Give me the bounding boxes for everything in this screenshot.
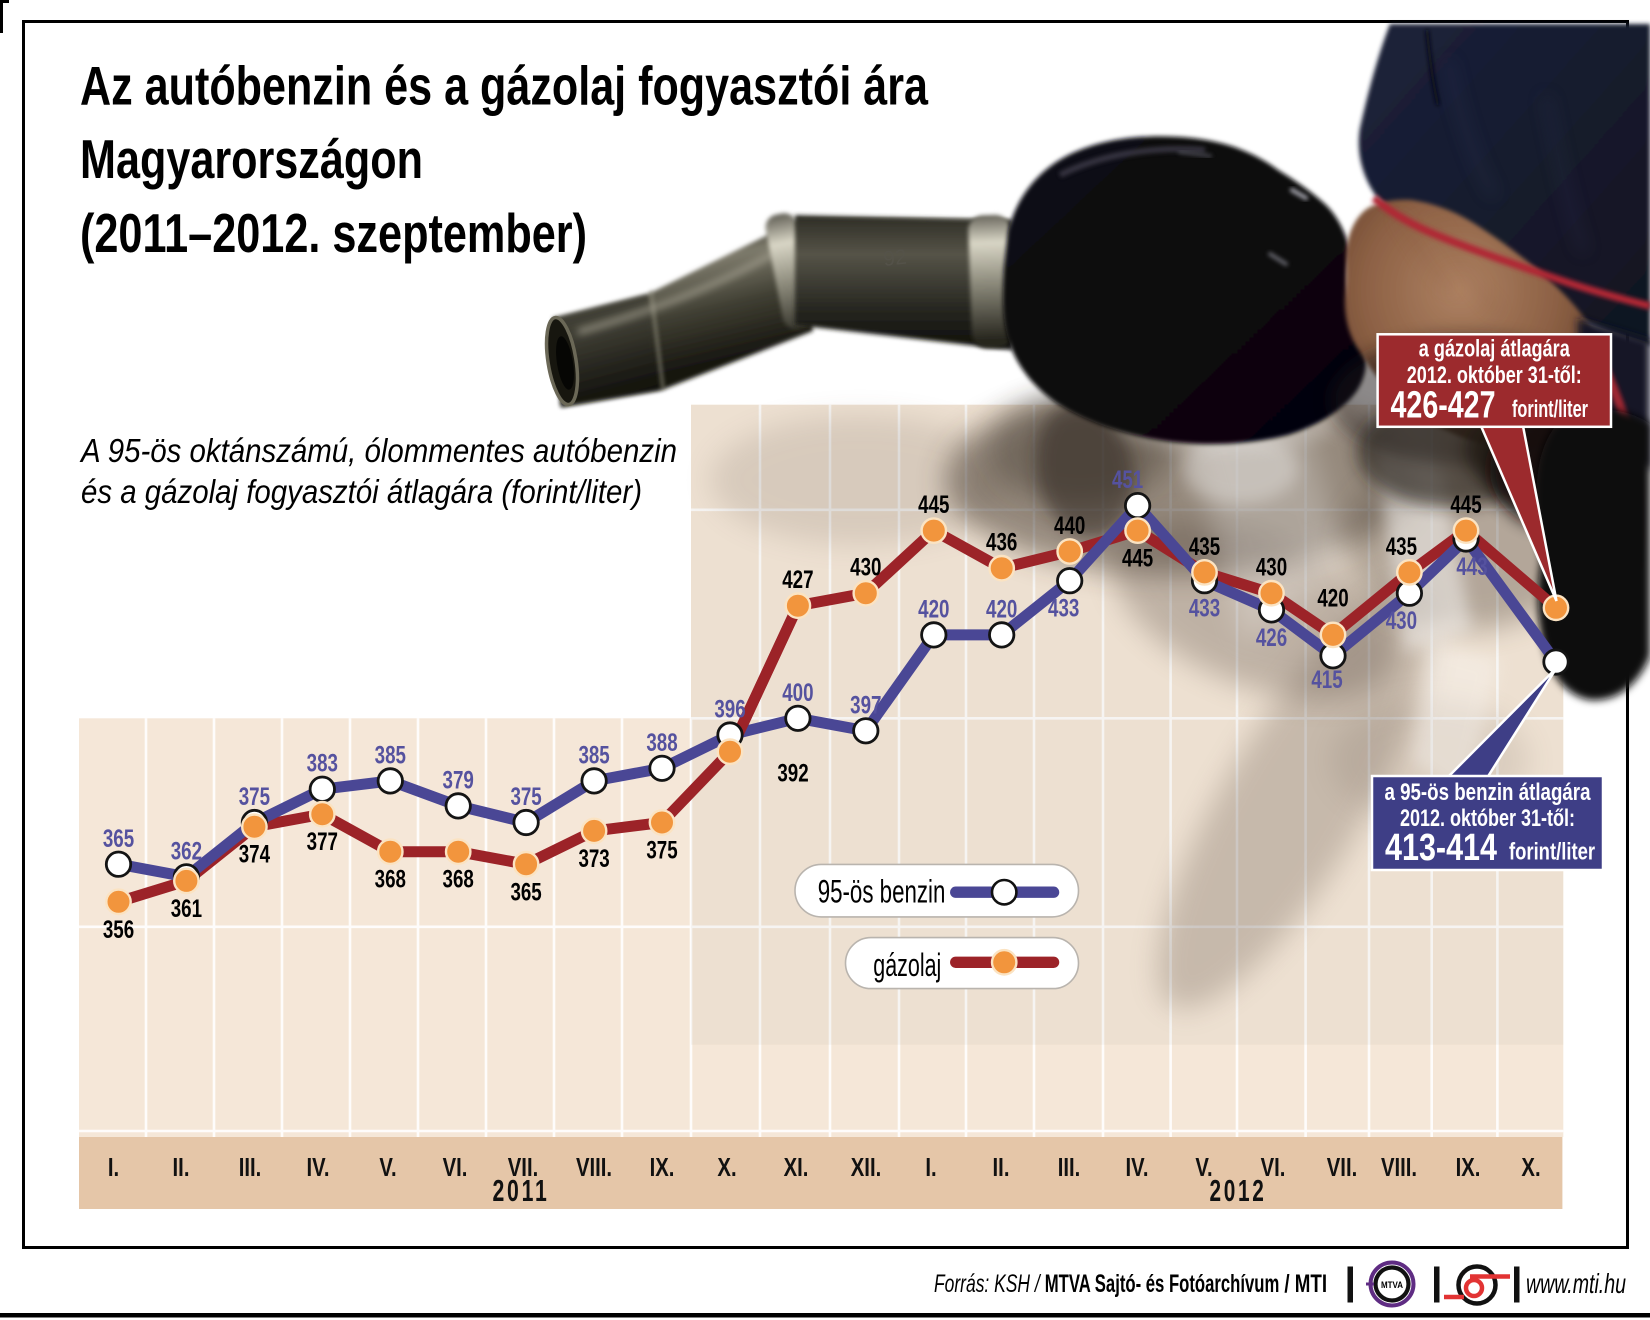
svg-text:V.: V. bbox=[379, 1152, 396, 1182]
svg-text:430: 430 bbox=[1386, 607, 1417, 635]
svg-text:/ MTI: / MTI bbox=[1284, 1270, 1327, 1298]
svg-text:XII.: XII. bbox=[851, 1152, 881, 1182]
svg-text:I.: I. bbox=[108, 1152, 119, 1182]
svg-text:368: 368 bbox=[375, 866, 406, 894]
svg-text:VI.: VI. bbox=[443, 1152, 468, 1182]
svg-text:VIII.: VIII. bbox=[576, 1152, 612, 1182]
svg-text:435: 435 bbox=[1386, 533, 1417, 561]
svg-text:II.: II. bbox=[173, 1152, 190, 1182]
svg-text:451: 451 bbox=[1112, 466, 1143, 494]
svg-text:397: 397 bbox=[850, 691, 881, 719]
svg-text:V.: V. bbox=[1195, 1152, 1212, 1182]
svg-text:392: 392 bbox=[777, 760, 808, 788]
svg-text:Az autóbenzin és a gázolaj fog: Az autóbenzin és a gázolaj fogyasztói ár… bbox=[80, 55, 928, 117]
svg-text:VII.: VII. bbox=[508, 1152, 538, 1182]
svg-text:400: 400 bbox=[782, 679, 813, 707]
svg-text:440: 440 bbox=[1054, 512, 1085, 540]
svg-text:a gázolaj átlagára: a gázolaj átlagára bbox=[1419, 336, 1570, 363]
svg-text:436: 436 bbox=[986, 529, 1017, 557]
svg-text:415: 415 bbox=[1311, 666, 1342, 694]
svg-text:IX.: IX. bbox=[650, 1152, 675, 1182]
svg-text:III.: III. bbox=[1058, 1152, 1081, 1182]
svg-text:IX.: IX. bbox=[1456, 1152, 1481, 1182]
svg-text:427: 427 bbox=[782, 566, 813, 594]
svg-text:433: 433 bbox=[1189, 595, 1220, 623]
svg-text:377: 377 bbox=[307, 828, 338, 856]
svg-text:III.: III. bbox=[239, 1152, 262, 1182]
svg-text:forint/liter: forint/liter bbox=[1509, 839, 1595, 866]
svg-text:XI.: XI. bbox=[784, 1152, 809, 1182]
svg-text:forint/liter: forint/liter bbox=[1512, 396, 1588, 423]
svg-text:2012: 2012 bbox=[1210, 1173, 1267, 1208]
svg-text:X.: X. bbox=[1521, 1152, 1540, 1182]
svg-text:95-ös benzin: 95-ös benzin bbox=[818, 874, 946, 910]
svg-text:445: 445 bbox=[1450, 491, 1481, 519]
svg-text:VI.: VI. bbox=[1261, 1152, 1286, 1182]
svg-text:2012. október 31-től:: 2012. október 31-től: bbox=[1407, 362, 1582, 389]
svg-text:és a gázolaj fogyasztói átlagá: és a gázolaj fogyasztói átlagára (forint… bbox=[81, 473, 642, 510]
svg-text:413-414: 413-414 bbox=[1385, 827, 1497, 869]
svg-text:385: 385 bbox=[578, 741, 609, 769]
svg-text:A 95-ös oktánszámú, ólommentes: A 95-ös oktánszámú, ólommentes autóbenzi… bbox=[79, 432, 677, 469]
svg-text:92: 92 bbox=[882, 246, 908, 271]
svg-text:374: 374 bbox=[239, 841, 270, 869]
svg-text:a 95-ös benzin átlagára: a 95-ös benzin átlagára bbox=[1385, 779, 1592, 806]
svg-text:433: 433 bbox=[1048, 595, 1079, 623]
svg-text:443: 443 bbox=[1456, 553, 1487, 581]
svg-text:426: 426 bbox=[1256, 624, 1287, 652]
svg-text:420: 420 bbox=[986, 595, 1017, 623]
svg-text:356: 356 bbox=[103, 916, 134, 944]
svg-text:IV.: IV. bbox=[1126, 1152, 1149, 1182]
svg-text:388: 388 bbox=[646, 729, 677, 757]
svg-text:2012. október 31-től:: 2012. október 31-től: bbox=[1400, 805, 1575, 832]
svg-text:426-427: 426-427 bbox=[1391, 385, 1496, 427]
svg-text:375: 375 bbox=[646, 837, 677, 865]
svg-text:430: 430 bbox=[850, 554, 881, 582]
svg-text:420: 420 bbox=[918, 595, 949, 623]
svg-text:383: 383 bbox=[307, 750, 338, 778]
svg-text:I.: I. bbox=[925, 1152, 936, 1182]
svg-text:430: 430 bbox=[1256, 554, 1287, 582]
svg-text:Magyarországon: Magyarországon bbox=[80, 128, 423, 190]
svg-text:445: 445 bbox=[1122, 545, 1153, 573]
svg-text:396: 396 bbox=[714, 695, 745, 723]
svg-text:420: 420 bbox=[1317, 584, 1348, 612]
svg-text:375: 375 bbox=[510, 783, 541, 811]
svg-text:362: 362 bbox=[171, 837, 202, 865]
svg-text:373: 373 bbox=[578, 845, 609, 873]
svg-text:www.mti.hu: www.mti.hu bbox=[1526, 1268, 1626, 1299]
svg-text:385: 385 bbox=[375, 741, 406, 769]
svg-text:II.: II. bbox=[993, 1152, 1010, 1182]
svg-text:365: 365 bbox=[510, 878, 541, 906]
svg-text:X.: X. bbox=[717, 1152, 736, 1182]
svg-text:435: 435 bbox=[1189, 533, 1220, 561]
svg-text:(2011–2012. szeptember): (2011–2012. szeptember) bbox=[80, 202, 587, 264]
svg-text:379: 379 bbox=[443, 766, 474, 794]
svg-text:gázolaj: gázolaj bbox=[873, 947, 941, 983]
svg-text:VIII.: VIII. bbox=[1381, 1152, 1417, 1182]
svg-text:Forrás: KSH /: Forrás: KSH / bbox=[934, 1270, 1042, 1298]
svg-text:361: 361 bbox=[171, 895, 202, 923]
svg-text:MTVA: MTVA bbox=[1381, 1280, 1403, 1290]
svg-text:2011: 2011 bbox=[493, 1173, 550, 1208]
svg-text:445: 445 bbox=[918, 491, 949, 519]
svg-text:375: 375 bbox=[239, 783, 270, 811]
svg-text:IV.: IV. bbox=[307, 1152, 330, 1182]
svg-text:368: 368 bbox=[443, 866, 474, 894]
svg-text:VII.: VII. bbox=[1327, 1152, 1357, 1182]
svg-text:365: 365 bbox=[103, 825, 134, 853]
svg-text:MTVA Sajtó- és Fotóarchívum: MTVA Sajtó- és Fotóarchívum bbox=[1045, 1270, 1280, 1298]
